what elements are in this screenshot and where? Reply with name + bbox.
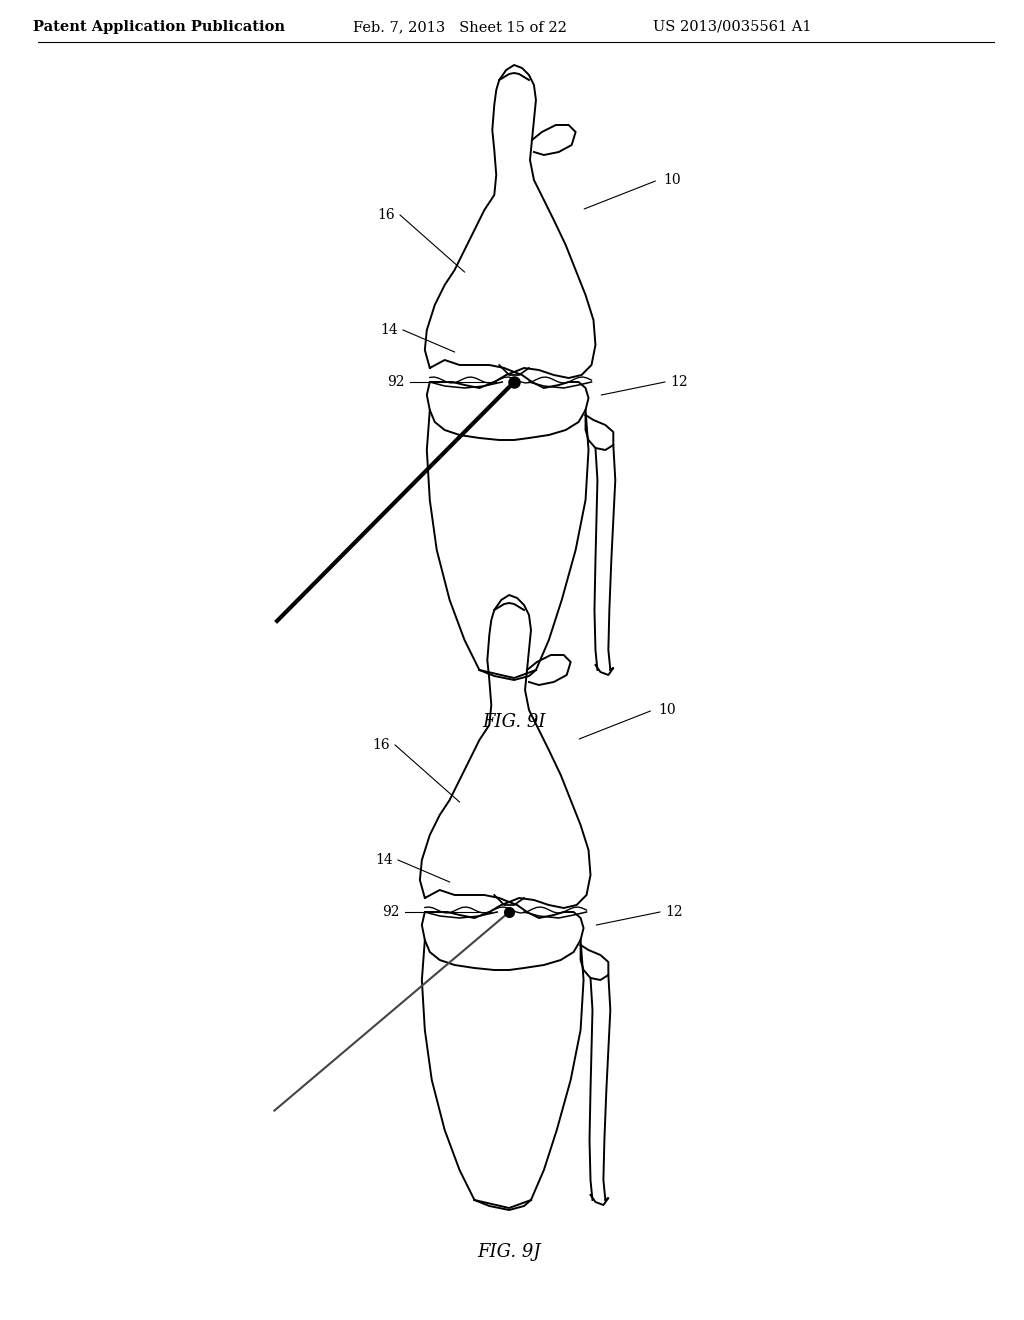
Text: 14: 14 [376, 853, 393, 867]
Text: 16: 16 [373, 738, 390, 752]
Text: US 2013/0035561 A1: US 2013/0035561 A1 [653, 20, 812, 34]
Text: FIG. 9J: FIG. 9J [477, 1243, 541, 1261]
Text: 92: 92 [383, 906, 400, 919]
Text: FIG. 9I: FIG. 9I [482, 713, 546, 731]
Text: 10: 10 [658, 704, 676, 717]
Text: 16: 16 [378, 209, 395, 222]
Text: 92: 92 [387, 375, 406, 389]
Text: 12: 12 [670, 375, 687, 389]
Text: Feb. 7, 2013   Sheet 15 of 22: Feb. 7, 2013 Sheet 15 of 22 [352, 20, 566, 34]
Text: 12: 12 [665, 906, 683, 919]
Text: Patent Application Publication: Patent Application Publication [33, 20, 285, 34]
Text: 10: 10 [663, 173, 681, 187]
Text: 14: 14 [380, 323, 398, 337]
